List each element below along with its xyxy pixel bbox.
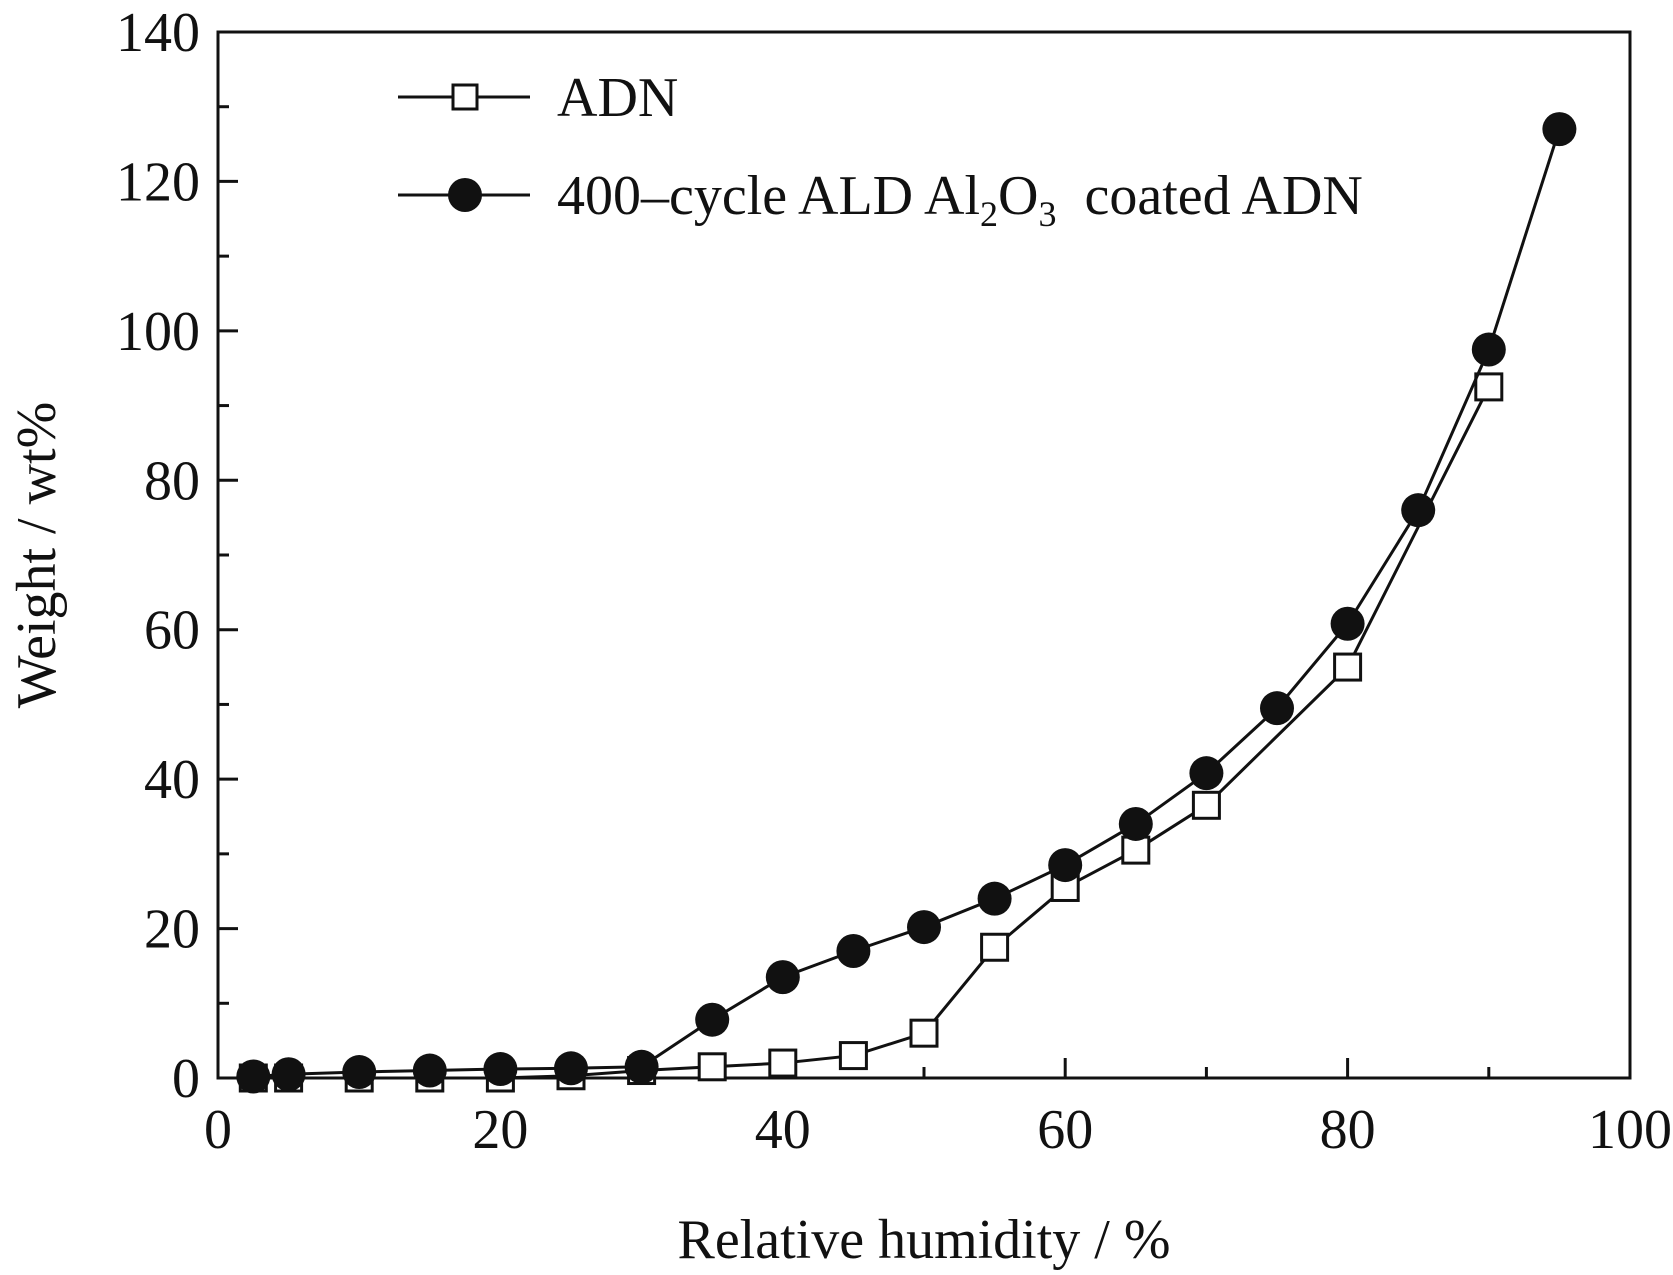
x-tick-label: 40 — [755, 1099, 811, 1161]
point-coated-adn — [1260, 691, 1294, 726]
point-coated-adn — [271, 1057, 306, 1092]
series-1 — [236, 112, 1577, 1094]
point-coated-adn — [554, 1051, 588, 1086]
x-axis-title: Relative humidity / % — [677, 1209, 1170, 1271]
series-0 — [238, 372, 1504, 1093]
x-tick-label: 80 — [1320, 1099, 1376, 1161]
legend-label-coated-prefix: 400–cycle ALD Al — [557, 165, 980, 227]
point-coated-adn — [236, 1059, 271, 1094]
point-coated-adn — [412, 1053, 447, 1088]
legend-label-coated: 400–cycle ALD Al2O3 coated ADN — [557, 165, 1363, 234]
legend-marker-coated — [448, 178, 482, 212]
point-adn — [768, 1048, 798, 1078]
x-tick-label: 20 — [472, 1099, 528, 1161]
point-coated-adn — [907, 910, 941, 945]
point-coated-adn — [977, 881, 1012, 916]
point-coated-adn — [1471, 332, 1506, 367]
y-tick-label: 140 — [116, 2, 200, 64]
point-coated-adn — [1401, 493, 1436, 528]
x-tick-label: 60 — [1037, 1099, 1093, 1161]
point-coated-adn — [695, 1002, 730, 1037]
x-tick-label: 100 — [1588, 1099, 1672, 1161]
point-coated-adn — [1189, 756, 1224, 791]
point-coated-adn — [836, 933, 871, 968]
legend-marker-adn — [451, 83, 479, 111]
y-tick-label: 0 — [172, 1048, 200, 1110]
axis-ticks: 0 20 40 60 80 100 0 20 40 60 80 100 120 140 — [116, 2, 1672, 1161]
legend-label-adn: ADN — [557, 67, 678, 129]
point-coated-adn — [483, 1052, 518, 1087]
y-tick-label: 60 — [144, 600, 200, 662]
x-tick-label: 0 — [204, 1099, 232, 1161]
series-line-1 — [253, 128, 1561, 1079]
y-tick-label: 40 — [144, 749, 200, 811]
y-tick-label: 20 — [144, 899, 200, 961]
point-adn — [1191, 790, 1221, 820]
series-line-0 — [253, 386, 1491, 1080]
point-coated-adn — [765, 960, 800, 995]
point-adn — [909, 1018, 939, 1048]
point-adn — [980, 932, 1010, 962]
point-coated-adn — [1542, 112, 1577, 147]
point-coated-adn — [1118, 806, 1153, 841]
point-coated-adn — [624, 1049, 659, 1084]
legend-label-coated-mid: O — [998, 165, 1038, 227]
y-tick-label: 100 — [116, 301, 200, 363]
point-coated-adn — [1048, 848, 1083, 883]
legend: ADN 400–cycle ALD Al2O3 coated ADN — [398, 67, 1363, 234]
point-adn — [1474, 372, 1504, 402]
y-tick-label: 120 — [116, 151, 200, 213]
point-adn — [1121, 835, 1151, 865]
point-adn — [1333, 652, 1363, 682]
point-coated-adn — [1330, 606, 1365, 641]
legend-label-coated-suffix: coated ADN — [1057, 165, 1363, 227]
legend-label-coated-sub2: 3 — [1039, 194, 1057, 234]
point-adn — [838, 1041, 868, 1071]
series-group — [236, 112, 1577, 1094]
y-tick-label: 80 — [144, 450, 200, 512]
point-coated-adn — [342, 1055, 377, 1090]
point-adn — [697, 1052, 727, 1082]
y-axis-title: Weight / wt% — [6, 402, 68, 709]
legend-label-coated-sub1: 2 — [980, 194, 998, 234]
